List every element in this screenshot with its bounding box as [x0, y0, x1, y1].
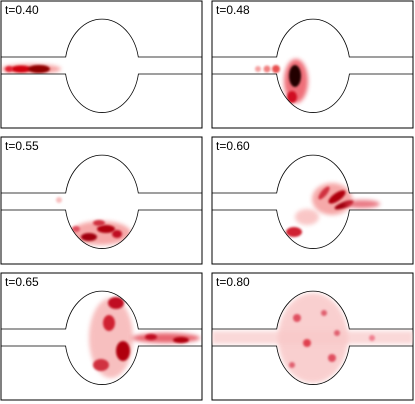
- panel: t=0.60: [211, 136, 414, 265]
- intensity: [255, 59, 308, 103]
- panel-label: t=0.80: [216, 275, 250, 289]
- panel: t=0.55: [0, 136, 203, 265]
- panel-label: t=0.48: [216, 3, 250, 17]
- panel: t=0.40: [0, 0, 203, 129]
- panel-frame: [211, 0, 414, 129]
- intensity: [286, 183, 380, 237]
- panel-label: t=0.55: [5, 139, 39, 153]
- panel-label: t=0.65: [5, 275, 39, 289]
- intensity: [56, 197, 131, 245]
- panel: t=0.48: [211, 0, 414, 129]
- intensity: [1, 64, 61, 74]
- panel: t=0.65: [0, 272, 203, 401]
- panel-label: t=0.60: [216, 139, 250, 153]
- intensity: [89, 297, 200, 378]
- intensity: [212, 293, 413, 383]
- panel: t=0.80: [211, 272, 414, 401]
- panel-label: t=0.40: [5, 3, 39, 17]
